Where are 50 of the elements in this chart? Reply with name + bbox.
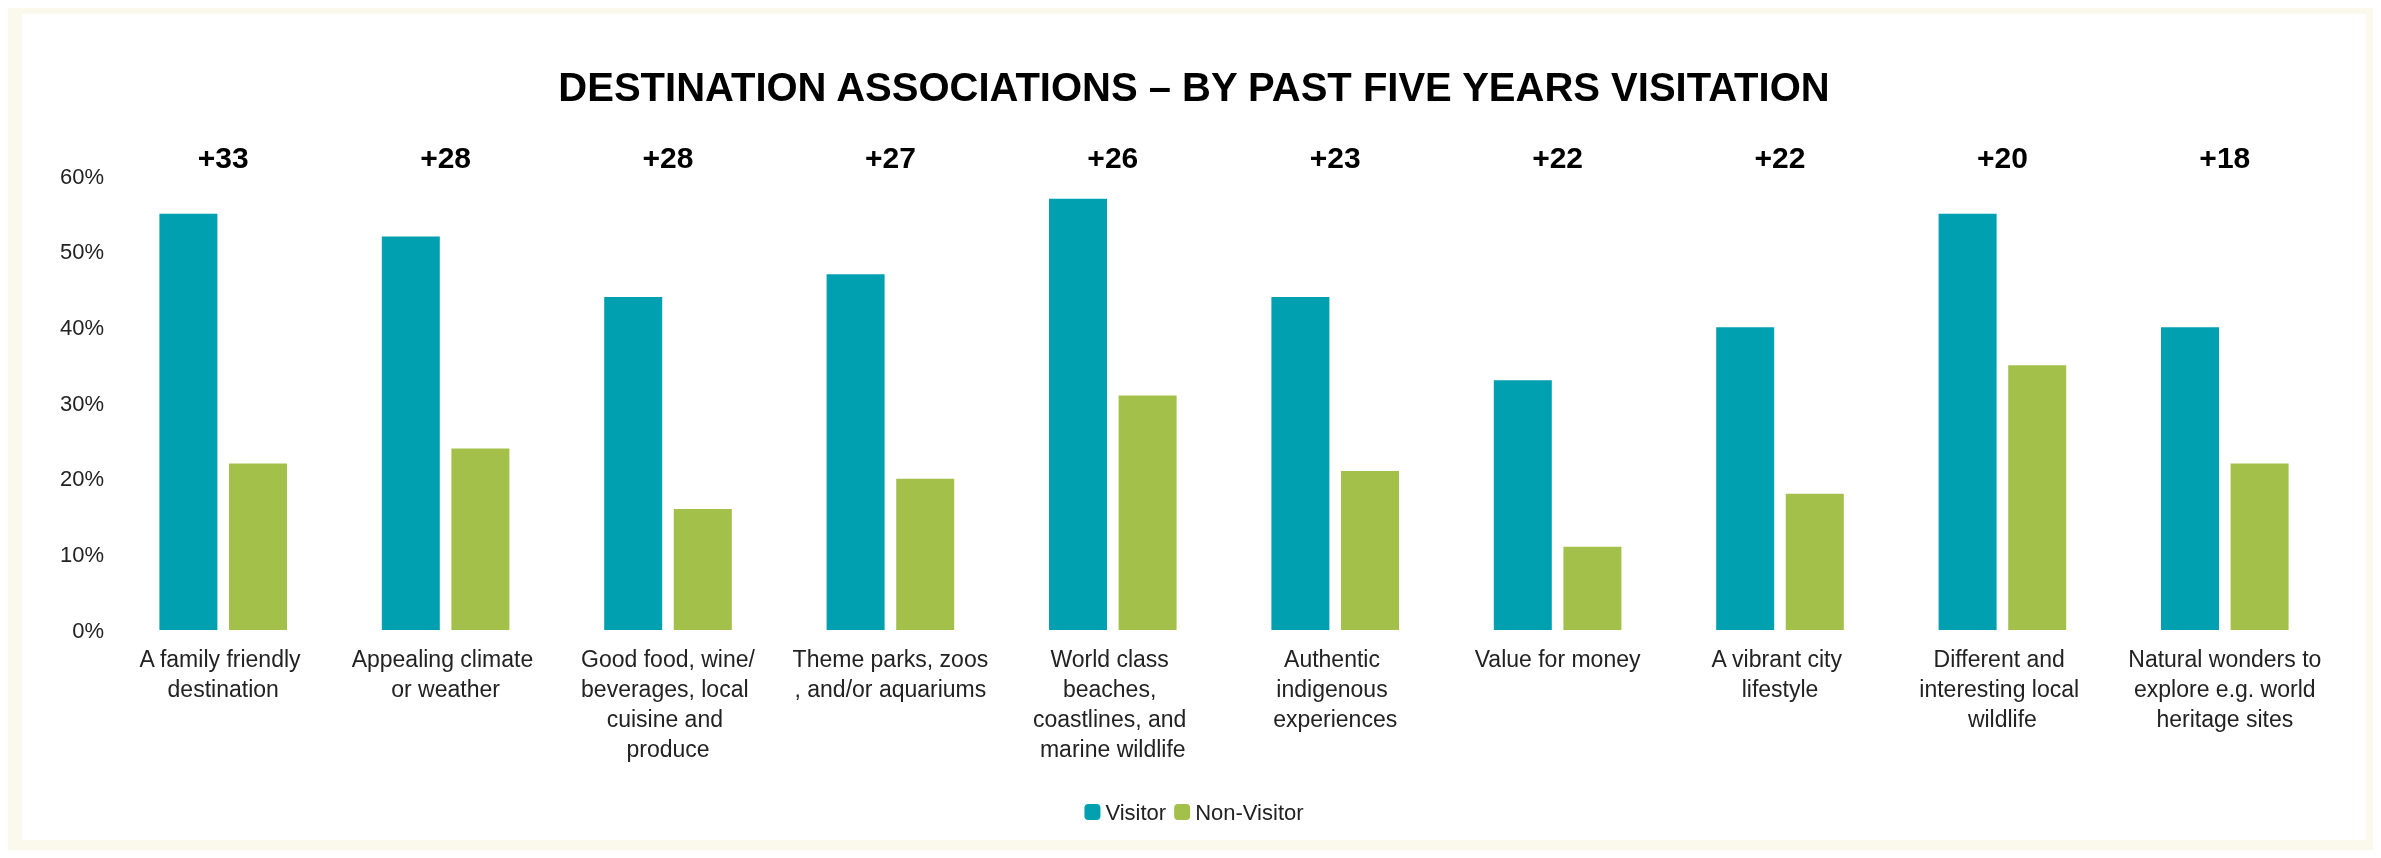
bar [673, 508, 732, 630]
x-tick-label: Value for money [1474, 646, 1641, 672]
bar [604, 297, 663, 630]
bar [1785, 493, 1844, 630]
bar [159, 213, 218, 630]
bar [826, 274, 885, 630]
bar [2161, 327, 2219, 630]
x-tick-label: A vibrant city lifestyle [1711, 646, 1849, 702]
y-tick-label: 10% [59, 541, 104, 567]
text: +20 [1976, 140, 2028, 174]
bar [1493, 380, 1552, 630]
text: +18 [2199, 140, 2251, 174]
bar [1271, 297, 1330, 630]
text: +27 [864, 140, 916, 174]
y-tick-label: 40% [59, 314, 104, 340]
bar [381, 236, 440, 630]
text: +28 [642, 140, 694, 174]
x-tick-label: Different and interesting local wildlife [1919, 646, 2086, 732]
bar [2008, 365, 2067, 630]
bar [1049, 198, 1107, 630]
x-tick-label: Authentic indigenous experiences [1273, 646, 1398, 732]
text: +22 [1532, 140, 1584, 174]
text: +33 [197, 140, 249, 174]
text: +22 [1754, 140, 1806, 174]
bar [229, 463, 287, 630]
chart-title: DESTINATION ASSOCIATIONS – BY PAST FIVE YEARS VISITATION [558, 65, 1830, 109]
text: +26 [1087, 140, 1139, 174]
bar [1938, 213, 1997, 630]
x-tick-label: Appealing climate or weather [351, 646, 540, 702]
x-tick-label: Theme parks, zoos, and/or aquariums [792, 646, 989, 702]
bar [451, 448, 510, 630]
bar [1563, 546, 1622, 630]
bar [1341, 471, 1399, 630]
bar [896, 478, 955, 630]
text: +23 [1309, 140, 1361, 174]
text: +28 [420, 140, 472, 174]
x-tick-label: Good food, wine/beverages, local cuisine and produce [581, 646, 756, 762]
bar [2230, 463, 2289, 630]
bar [1118, 395, 1177, 630]
legend-label: Non-Visitor [1195, 799, 1304, 825]
x-tick-label: World class beaches, coastlines, and marine wildlife [1032, 646, 1193, 762]
x-tick-label: A family friendly destination [139, 646, 307, 702]
y-tick-label: 60% [59, 163, 104, 189]
y-tick-label: 20% [59, 466, 104, 492]
y-tick-label: 50% [59, 239, 104, 265]
legend-label: Visitor [1105, 799, 1167, 825]
bar [1716, 327, 1775, 630]
x-tick-label: Natural wonders to explore e.g. world heritage sites [2127, 646, 2322, 732]
y-tick-label: 30% [59, 390, 104, 416]
y-tick-label: 0% [72, 617, 104, 643]
